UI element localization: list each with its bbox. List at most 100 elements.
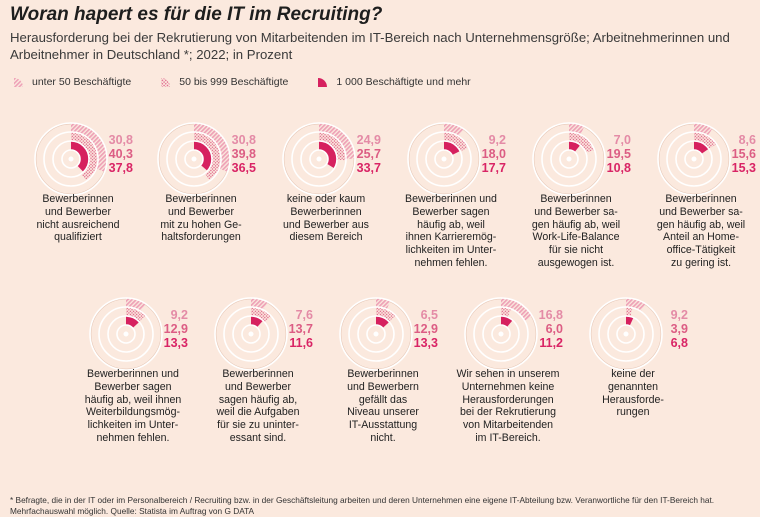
value-label-s2: 39,8 (231, 147, 256, 161)
chart-item: 9,2 18,0 17,7 Bewerberinnen und Bewerber sag… (405, 122, 533, 298)
category-label: Bewerberinnen und Bewerbern gefällt das Niv… (318, 368, 448, 445)
legend-swatch-s3 (318, 78, 328, 87)
category-label-line: Bewerberinnen (665, 193, 737, 205)
category-label-line: nicht. (370, 431, 396, 444)
radial-ring (214, 297, 288, 371)
category-label-line: Anteil an Home- (663, 231, 739, 244)
value-label-s3: 13,3 (163, 336, 188, 350)
category-label-line: mit zu hohen Ge- (160, 218, 242, 231)
value-label-s2: 19,5 (606, 147, 631, 161)
category-label-line: ihnen Karrieremög- (405, 231, 497, 244)
radial-bar-s1 (501, 298, 533, 321)
radial-ring (684, 149, 704, 169)
category-label-line: nicht ausreichend (36, 218, 120, 231)
category-label: Bewerberinnen und Bewerber mit zu hohen Ge… (136, 193, 266, 244)
radial-ring (241, 324, 261, 344)
category-label-line: Niveau unserer (347, 406, 419, 419)
category-label-line: ausgewogen ist. (537, 256, 615, 269)
category-label-line: gefällt das (358, 393, 408, 406)
radial-bar-s2 (71, 132, 99, 182)
value-labels: 6,5 12,9 13,3 (404, 308, 438, 350)
radial-bar-chart (532, 122, 606, 196)
value-labels: 16,8 6,0 11,2 (529, 308, 563, 350)
radial-ring (616, 324, 636, 344)
value-label-s1: 9,2 (670, 308, 688, 322)
value-labels: 9,2 18,0 17,7 (472, 133, 506, 175)
radial-ring (416, 131, 472, 187)
radial-ring (89, 297, 163, 371)
radial-ring (532, 122, 606, 196)
value-label-s3: 17,7 (481, 161, 506, 175)
category-label-line: und Bewerber (225, 380, 291, 393)
radial-bar-chart (214, 297, 288, 371)
value-labels: 7,0 19,5 10,8 (597, 133, 631, 175)
radial-bar-s2 (126, 307, 146, 322)
category-label-line: und Bewerber aus (283, 218, 369, 231)
chart-item: 30,8 39,8 36,5 Bewerberinnen und Bewerber mit… (157, 122, 283, 298)
radial-ring (43, 131, 99, 187)
radial-ring (434, 149, 454, 169)
value-label-s1: 16,8 (538, 308, 563, 322)
chart-item: 7,6 13,7 11,6 Bewerberinnen und Bewerber sage… (214, 297, 340, 473)
radial-center (566, 156, 572, 162)
radial-ring (407, 122, 481, 196)
value-labels: 30,8 40,3 37,8 (99, 133, 133, 175)
value-label-s3: 10,8 (606, 161, 631, 175)
radial-ring (282, 122, 356, 196)
radial-ring (541, 131, 597, 187)
radial-bar-s2 (376, 307, 396, 322)
legend-swatch-s1 (14, 78, 23, 87)
value-label-s2: 15,6 (731, 147, 756, 161)
radial-ring (675, 140, 713, 178)
value-label-s1: 30,8 (108, 133, 133, 147)
radial-bar-chart (407, 122, 481, 196)
radial-ring (666, 131, 722, 187)
value-label-s2: 12,9 (163, 322, 188, 336)
radial-ring (34, 122, 108, 196)
radial-center (123, 331, 129, 337)
category-label-line: Bewerber sagen (412, 205, 490, 218)
value-label-s2: 6,0 (545, 322, 563, 336)
radial-bar-s1 (319, 123, 355, 159)
radial-bar-chart (34, 122, 108, 196)
category-label-line: Bewerberinnen (540, 193, 612, 205)
radial-ring (61, 149, 81, 169)
value-label-s1: 7,0 (613, 133, 631, 147)
radial-ring (232, 315, 270, 353)
radial-ring (339, 297, 413, 371)
legend-label-s3: 1 000 Beschäftigte und mehr (336, 76, 471, 88)
chart-item: 7,0 19,5 10,8 Bewerberinnen und Bewerber sa-… (532, 122, 658, 298)
value-labels: 24,9 25,7 33,7 (347, 133, 381, 175)
radial-ring (482, 315, 520, 353)
category-label-line: im IT-Bereich. (475, 431, 541, 444)
category-label: Bewerberinnen und Bewerber sagen häufig ab… (386, 193, 516, 270)
radial-bar-s2 (569, 132, 595, 153)
radial-ring (107, 315, 145, 353)
category-label-line: von Mitarbeitenden (462, 419, 554, 432)
radial-ring (473, 306, 529, 362)
category-label-line: Bewerberinnen (347, 368, 419, 380)
radial-bar-chart (157, 122, 231, 196)
value-label-s3: 13,3 (413, 336, 438, 350)
category-label-line: office-Tätigkeit (666, 244, 736, 257)
radial-ring (157, 122, 231, 196)
value-label-s3: 11,2 (539, 336, 563, 350)
chart-item: 30,8 40,3 37,8 Bewerberinnen und Bewerber nic… (34, 122, 160, 298)
value-label-s1: 30,8 (231, 133, 256, 147)
category-label: keine oder kaum Bewerberinnen und Bewerber… (261, 193, 391, 244)
footnote: * Befragte, die in der IT oder im Person… (10, 495, 715, 516)
category-label-line: Wir sehen in unserem (456, 368, 560, 380)
category-label-line: haltsforderungen (161, 231, 241, 244)
legend: unter 50 Beschäftigte 50 bis 999 Beschäf… (12, 76, 499, 88)
category-label-line: und Bewerber (168, 205, 234, 218)
value-label-s3: 33,7 (356, 161, 381, 175)
radial-ring (166, 131, 222, 187)
chart-item: 6,5 12,9 13,3 Bewerberinnen und Bewerbern gef… (339, 297, 465, 473)
category-label-line: Work-Life-Balance (532, 231, 620, 244)
category-label-line: IT-Ausstattung (348, 419, 418, 432)
category-label-line: rungen (616, 406, 650, 419)
radial-bar-s2 (444, 132, 469, 152)
value-label-s3: 11,6 (289, 336, 313, 350)
radial-bar-s2 (694, 132, 717, 149)
radial-ring (98, 306, 154, 362)
